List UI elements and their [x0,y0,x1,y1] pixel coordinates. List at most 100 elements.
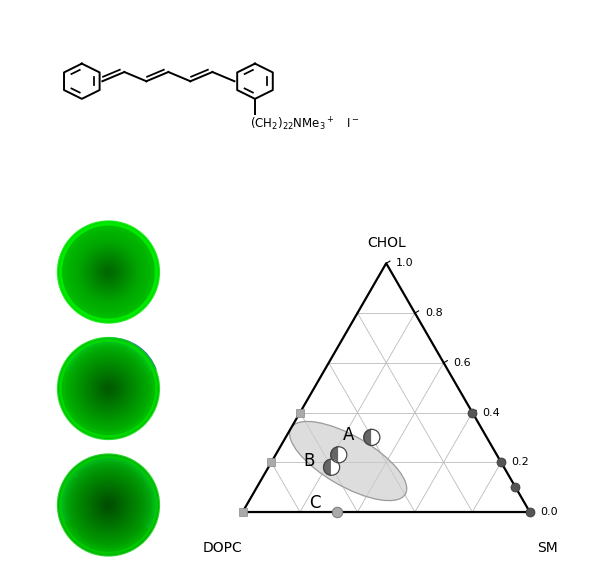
Circle shape [99,495,118,515]
Circle shape [91,488,126,523]
Text: C: C [308,494,320,512]
Circle shape [104,500,114,510]
Wedge shape [339,447,347,463]
Circle shape [73,353,144,424]
Circle shape [62,225,156,319]
Circle shape [65,229,152,315]
Circle shape [86,482,132,528]
Circle shape [71,468,146,542]
Circle shape [65,344,152,433]
Circle shape [93,373,124,404]
Circle shape [93,489,124,520]
Circle shape [88,368,129,409]
Circle shape [81,360,137,417]
Circle shape [62,226,155,318]
Circle shape [101,380,116,397]
Circle shape [63,343,155,434]
Circle shape [97,493,120,517]
Text: B: B [303,452,314,470]
Circle shape [106,503,111,507]
Circle shape [80,476,137,534]
Circle shape [101,497,116,513]
Circle shape [81,478,135,532]
Circle shape [78,358,139,419]
Circle shape [104,383,114,394]
Circle shape [65,346,152,431]
Text: A: A [343,426,355,444]
Circle shape [77,357,140,420]
Circle shape [68,464,150,546]
Circle shape [68,465,149,545]
Circle shape [84,364,132,413]
Text: B: B [150,336,161,351]
Circle shape [65,461,152,549]
Circle shape [72,469,145,541]
Circle shape [96,492,121,517]
Circle shape [101,498,116,512]
Circle shape [87,367,129,410]
Wedge shape [372,429,380,445]
Wedge shape [332,459,340,475]
Circle shape [102,382,114,395]
Circle shape [104,501,113,509]
Text: (CH$_2$)$_{22}$NMe$_3$$^+$   I$^-$: (CH$_2$)$_{22}$NMe$_3$$^+$ I$^-$ [250,116,360,133]
Circle shape [86,366,132,411]
Circle shape [65,228,152,316]
Wedge shape [331,447,339,463]
Wedge shape [59,456,158,529]
Circle shape [90,486,127,523]
Circle shape [68,348,149,429]
Circle shape [76,356,141,421]
Circle shape [59,455,158,555]
Circle shape [99,379,118,398]
Circle shape [81,362,135,415]
Text: CHOL: CHOL [367,236,406,250]
Text: 0.8: 0.8 [425,308,443,318]
Circle shape [83,363,134,414]
Circle shape [60,340,157,437]
Text: 0.2: 0.2 [511,457,529,467]
Circle shape [105,385,111,392]
Circle shape [63,227,153,317]
Circle shape [91,371,126,406]
Circle shape [71,351,146,426]
Circle shape [86,366,131,411]
Wedge shape [323,459,332,475]
Circle shape [73,470,144,540]
Circle shape [99,496,117,514]
Circle shape [88,485,129,525]
Circle shape [97,377,120,400]
Circle shape [90,370,127,407]
Circle shape [70,467,147,543]
Circle shape [80,360,137,417]
Circle shape [63,459,155,551]
Circle shape [59,222,158,322]
Wedge shape [364,429,372,445]
Text: 1.0: 1.0 [397,258,414,268]
Circle shape [95,375,122,402]
Circle shape [78,475,138,535]
Circle shape [92,372,125,405]
Circle shape [60,341,156,436]
Circle shape [60,456,157,554]
Circle shape [75,472,142,539]
Circle shape [101,382,116,395]
Text: DOPC: DOPC [202,541,243,555]
Circle shape [104,384,113,393]
Circle shape [89,486,128,524]
Wedge shape [66,338,156,386]
Circle shape [59,339,158,438]
Circle shape [63,460,153,550]
Circle shape [62,458,155,552]
Circle shape [78,474,139,536]
Circle shape [74,354,143,423]
Circle shape [105,502,111,508]
Circle shape [95,492,122,519]
Circle shape [76,473,141,537]
Circle shape [69,466,147,544]
Text: SM: SM [537,541,558,555]
Circle shape [78,359,138,418]
Text: 0.0: 0.0 [540,507,558,517]
Circle shape [60,223,157,321]
Circle shape [96,376,121,401]
